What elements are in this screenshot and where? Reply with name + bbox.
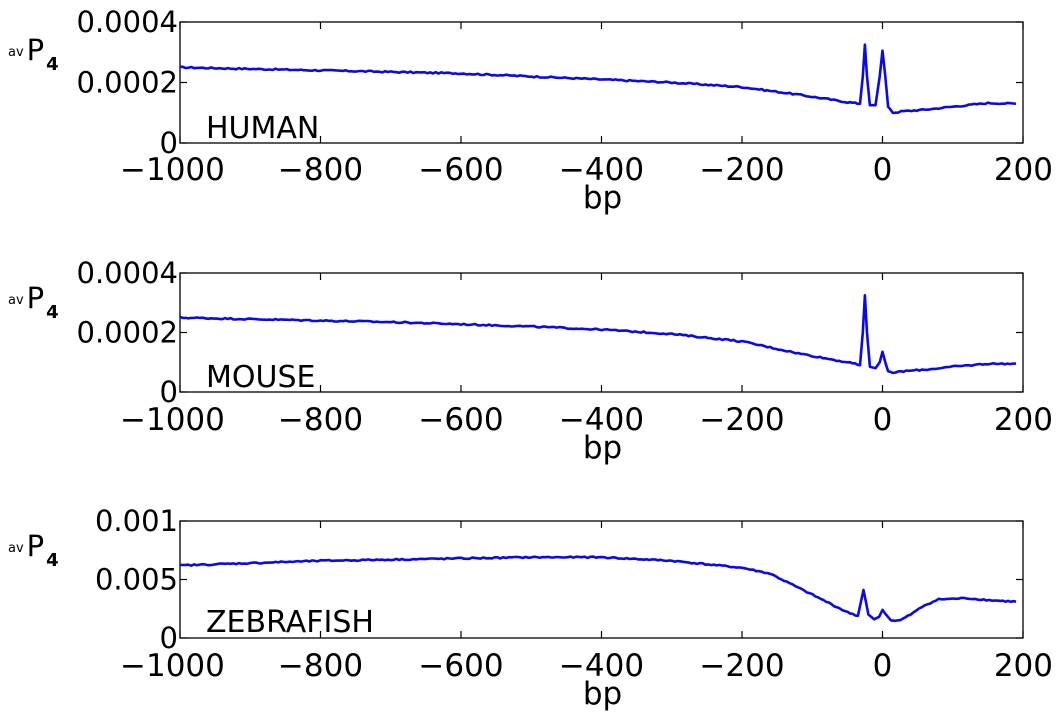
- x-tick-label: −200: [699, 402, 784, 438]
- y-tick-label: 0.0004: [77, 5, 178, 39]
- chart-panel-mouse: av P 4 −1000 −800 −600 −400 −200 0 200 0 0.0002 0.00…: [8, 256, 1053, 466]
- y-tick-label: 0: [160, 126, 178, 160]
- y-axis-label-prefix: av: [8, 293, 24, 308]
- y-axis-label-prefix: av: [8, 45, 24, 60]
- x-axis-label: bp: [583, 180, 622, 216]
- x-tick-label: 0: [873, 648, 893, 684]
- panel-label: HUMAN: [206, 111, 319, 146]
- y-tick-label: 0.0004: [77, 256, 178, 290]
- y-tick-label: 0.0002: [77, 66, 178, 100]
- y-tick-label: 0: [160, 621, 178, 655]
- y-axis-label: av P 4: [8, 529, 59, 571]
- y-tick-label: 0: [160, 375, 178, 409]
- x-tick-label: −800: [278, 402, 363, 438]
- series-line: [179, 555, 1017, 623]
- x-tick-label: −600: [418, 648, 503, 684]
- y-axis-label-subscript: 4: [46, 550, 59, 571]
- x-tick-label: 0: [873, 152, 893, 188]
- x-tick-label: −400: [559, 152, 644, 188]
- x-tick-label: −200: [699, 648, 784, 684]
- y-axis-label-main: P: [27, 33, 45, 67]
- y-axis-label-subscript: 4: [46, 302, 59, 323]
- x-tick-label: −200: [699, 152, 784, 188]
- chart-panel-human: av P 4 −1000 −800 −600 −400 −200 0 200 0 0.0002 0.00…: [8, 5, 1053, 216]
- y-axis-label: av P 4: [8, 33, 59, 75]
- y-axis-label: av P 4: [8, 281, 59, 323]
- x-tick-label: −600: [418, 402, 503, 438]
- x-tick-label: −400: [559, 402, 644, 438]
- panel-label: MOUSE: [206, 360, 315, 395]
- x-tick-label: −800: [278, 648, 363, 684]
- x-tick-label: 0: [873, 402, 893, 438]
- x-tick-label: 200: [994, 152, 1053, 188]
- x-axis-label: bp: [583, 430, 622, 466]
- y-tick-label: 0.001: [95, 504, 178, 538]
- x-tick-label: −1000: [120, 152, 225, 188]
- series-line: [179, 293, 1017, 375]
- y-tick-label: 0.005: [95, 563, 178, 597]
- chart-panel-zebrafish: av P 4 −1000 −800 −600 −400 −200 0 200 0 0.005 0.001…: [8, 504, 1053, 712]
- y-axis-label-main: P: [27, 529, 45, 563]
- series-line: [180, 43, 1017, 115]
- x-tick-label: 200: [994, 648, 1053, 684]
- x-tick-label: −1000: [120, 648, 225, 684]
- y-axis-label-prefix: av: [8, 541, 24, 556]
- x-tick-label: 200: [994, 402, 1053, 438]
- y-axis-label-subscript: 4: [46, 54, 59, 75]
- x-tick-label: −1000: [120, 402, 225, 438]
- x-axis-label: bp: [583, 676, 622, 712]
- y-tick-label: 0.0002: [77, 316, 178, 350]
- y-axis-label-main: P: [27, 281, 45, 315]
- x-tick-label: −800: [278, 152, 363, 188]
- panel-label: ZEBRAFISH: [206, 605, 374, 640]
- x-tick-label: −400: [559, 648, 644, 684]
- x-tick-label: −600: [418, 152, 503, 188]
